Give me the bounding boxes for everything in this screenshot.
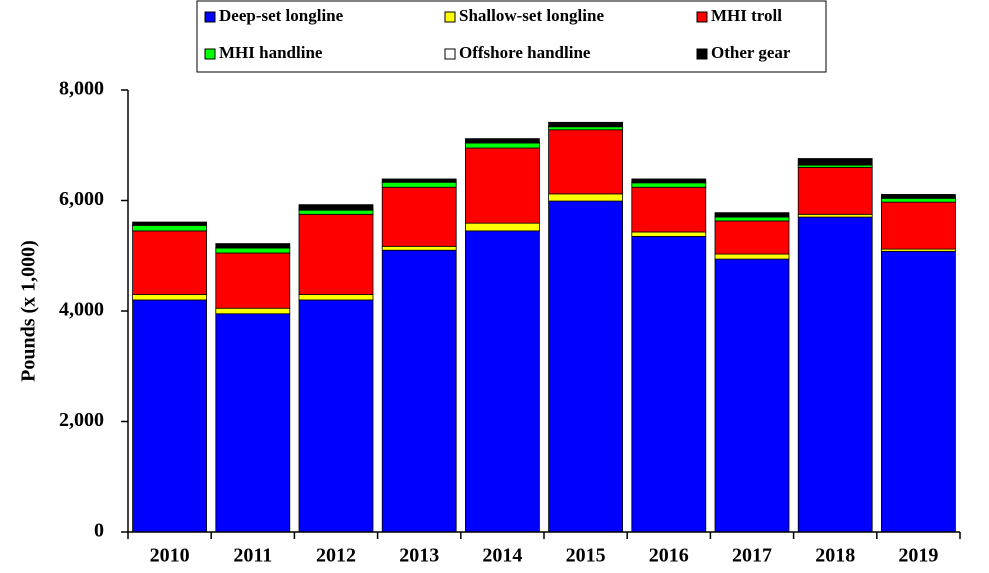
bar-segment <box>797 158 873 165</box>
legend-label: Other gear <box>711 43 791 62</box>
y-tick-label: 0 <box>94 520 104 542</box>
legend-swatch <box>204 11 216 23</box>
bar-segment <box>215 247 291 254</box>
y-tick-label: 2,000 <box>59 409 104 431</box>
bar-segment <box>797 216 873 533</box>
bar-segment <box>381 245 457 251</box>
bar-segment <box>881 197 956 203</box>
bar-segment <box>464 222 540 232</box>
x-tick-label: 2015 <box>566 545 606 567</box>
legend-label: MHI troll <box>711 6 782 25</box>
x-tick-label: 2011 <box>233 545 272 567</box>
legend-label: Offshore handline <box>459 43 591 62</box>
legend-label: MHI handline <box>219 43 323 62</box>
bar-segment <box>548 126 623 131</box>
y-tick-label: 6,000 <box>59 188 104 210</box>
bar-segment <box>132 294 208 301</box>
bar-segment <box>132 224 208 232</box>
bar-segment <box>548 193 623 202</box>
bar-segment <box>881 194 956 199</box>
legend-swatch <box>696 48 708 60</box>
x-tick-label: 2014 <box>482 545 522 567</box>
bar-segment <box>631 182 707 188</box>
bar-segment <box>631 236 707 533</box>
bar-segment <box>714 220 790 255</box>
bar-segment <box>381 249 457 533</box>
bar-segment <box>298 299 374 533</box>
bar-segment <box>714 216 790 222</box>
bar-segment <box>548 200 623 533</box>
legend-label: Deep-set longline <box>219 6 344 25</box>
legend-box <box>196 0 827 73</box>
bar-segment <box>215 252 291 309</box>
bar-segment <box>464 147 540 224</box>
x-tick-label: 2016 <box>649 545 689 567</box>
x-tick-label: 2013 <box>399 545 439 567</box>
bar-segment <box>298 209 374 215</box>
bar-segment <box>381 178 457 183</box>
legend-swatch <box>696 11 708 23</box>
bar-segment <box>714 212 790 217</box>
bar-segment <box>381 181 457 188</box>
bar-segment <box>298 213 374 295</box>
y-tick-label: 4,000 <box>59 299 104 321</box>
bar-segment <box>381 186 457 247</box>
bar-segment <box>548 129 623 195</box>
legend-swatch <box>444 48 456 60</box>
x-tick-label: 2010 <box>150 545 190 567</box>
y-axis-label: Pounds (x 1,000) <box>18 240 40 382</box>
bar-segment <box>714 253 790 260</box>
y-tick-label: 8,000 <box>59 78 104 100</box>
bar-segment <box>464 142 540 149</box>
legend-swatch <box>204 48 216 60</box>
bar-segment <box>298 294 374 301</box>
bar-segment <box>631 186 707 233</box>
x-tick-label: 2019 <box>898 545 938 567</box>
bar-segment <box>464 138 540 143</box>
bar-segment <box>215 307 291 315</box>
bar-segment <box>132 221 208 226</box>
bar-segment <box>464 230 540 533</box>
bar-segment <box>714 258 790 533</box>
x-tick-label: 2017 <box>732 545 772 567</box>
bar-segment <box>631 231 707 237</box>
bar-segment <box>881 201 956 250</box>
bar-segment <box>215 243 291 248</box>
bar-segment <box>548 121 623 127</box>
bar-segment <box>132 230 208 295</box>
bar-segment <box>881 250 956 533</box>
x-tick-label: 2018 <box>815 545 855 567</box>
bar-segment <box>797 213 873 218</box>
bar-segment <box>298 204 374 211</box>
x-tick-label: 2012 <box>316 545 356 567</box>
bar-segment <box>797 166 873 215</box>
bar-segment <box>631 178 707 183</box>
legend-label: Shallow-set longline <box>459 6 604 25</box>
bar-segment <box>132 299 208 533</box>
bar-segment <box>215 313 291 533</box>
legend-swatch <box>444 11 456 23</box>
